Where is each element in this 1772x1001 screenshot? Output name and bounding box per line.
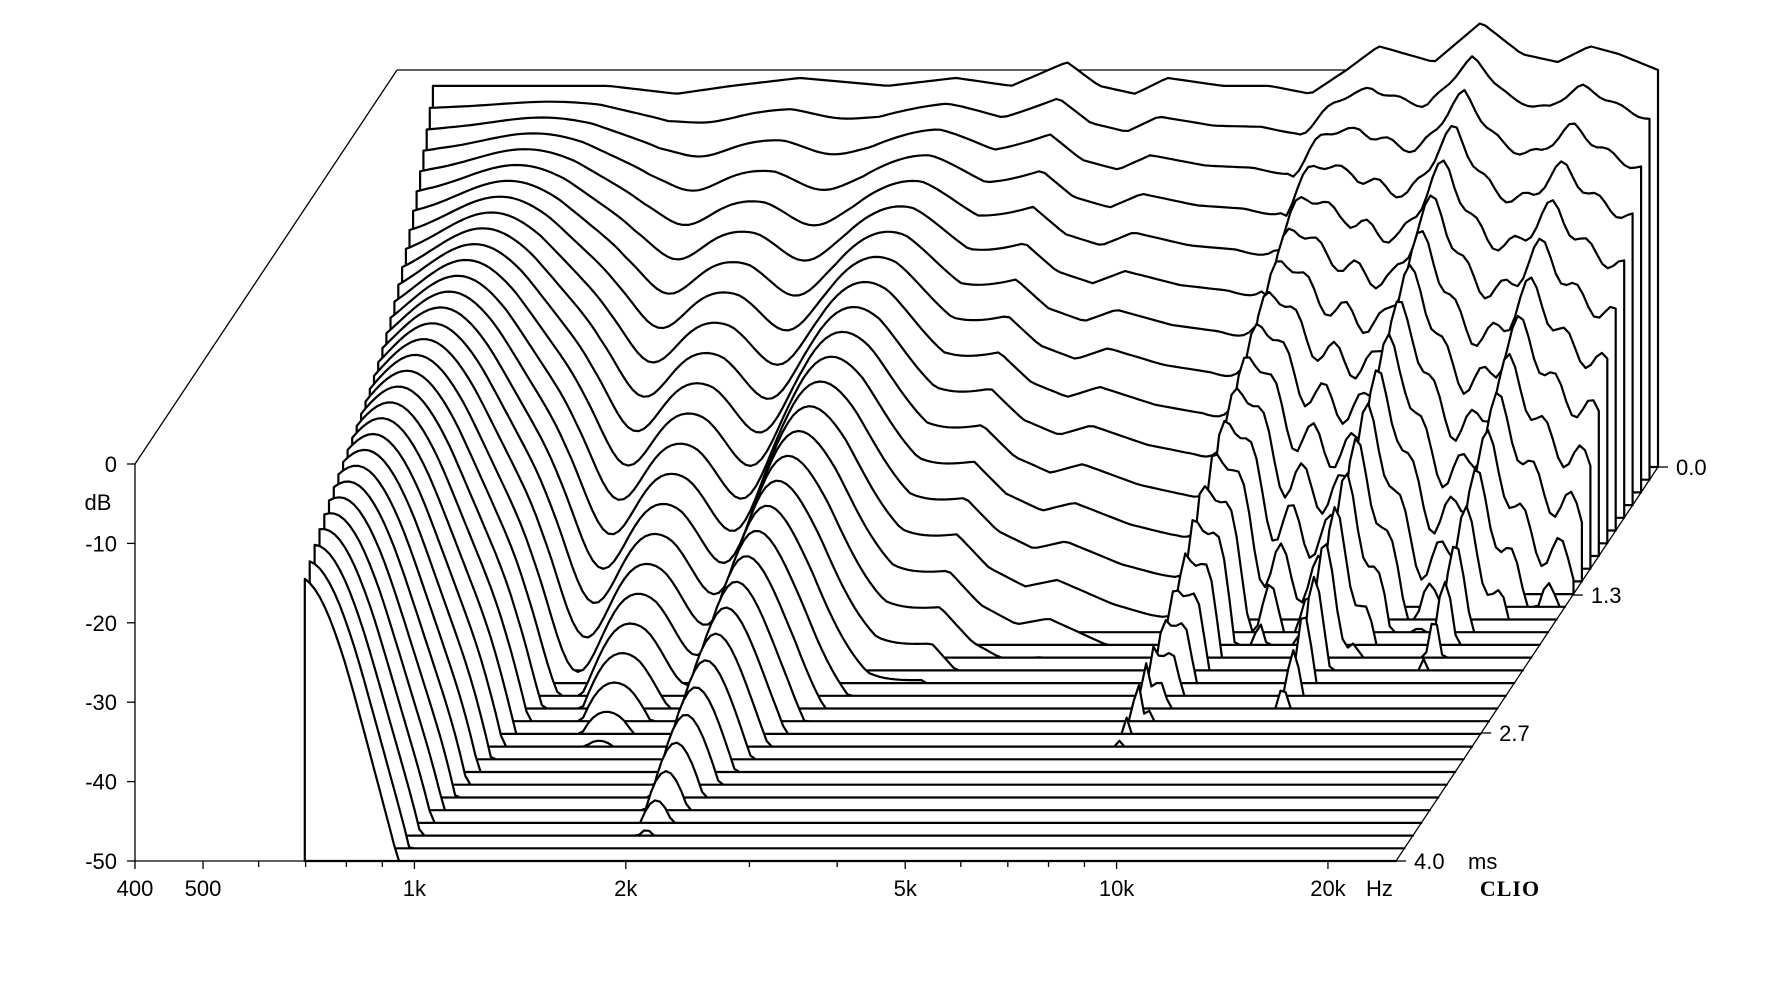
top-left-edge <box>134 69 398 465</box>
frequency-unit-label: Hz <box>1366 876 1393 901</box>
csd-slice <box>372 338 1524 672</box>
time-unit-label: ms <box>1468 849 1497 874</box>
time-tick-label: 4.0 <box>1414 849 1445 874</box>
time-axis <box>1395 466 1659 862</box>
db-tick-label: -40 <box>85 770 117 795</box>
csd-slice <box>303 577 1398 863</box>
clio-brand-label: CLIO <box>1480 876 1540 901</box>
frequency-tick-label: 5k <box>894 876 918 901</box>
csd-slice <box>323 512 1431 812</box>
db-tick-label: -50 <box>85 849 117 874</box>
frequency-tick-label: 500 <box>185 876 222 901</box>
frequency-tick-label: 2k <box>614 876 638 901</box>
frequency-tick-label: 20k <box>1310 876 1346 901</box>
frequency-tick-label: 400 <box>117 876 154 901</box>
csd-slice <box>308 560 1406 850</box>
time-tick-label: 1.3 <box>1591 583 1622 608</box>
csd-slice <box>318 528 1423 824</box>
csd-slice <box>313 543 1414 837</box>
db-tick-label: -20 <box>85 611 117 636</box>
frequency-tick-label: 10k <box>1099 876 1135 901</box>
db-tick-label: -10 <box>85 531 117 556</box>
axis-labels: 0 -10 -20 -30 -40 -50 dB 400 500 1k 2k 5k 10k 20k Hz 0.… <box>85 452 1707 901</box>
db-axis-label: dB <box>85 490 112 515</box>
db-tick-label: -30 <box>85 690 117 715</box>
csd-slice <box>327 496 1440 799</box>
db-tick-label: 0 <box>105 452 117 477</box>
time-tick-label: 0.0 <box>1676 455 1707 480</box>
time-tick-label: 2.7 <box>1499 721 1530 746</box>
waterfall-slices <box>303 22 1660 863</box>
frequency-tick-label: 1k <box>403 876 427 901</box>
